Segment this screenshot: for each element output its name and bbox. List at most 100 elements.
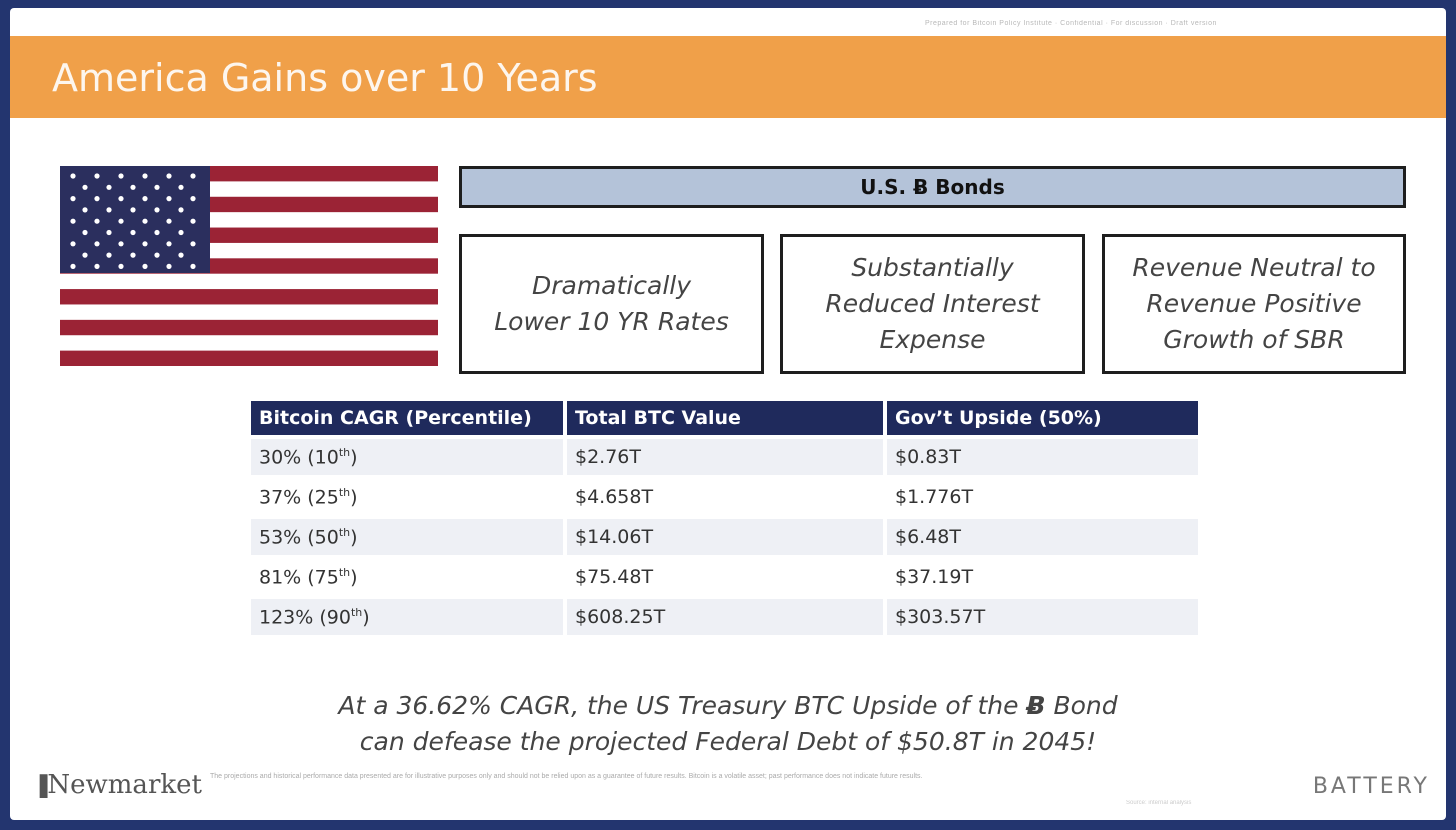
flag-star (118, 263, 124, 269)
flag-star (94, 196, 100, 202)
battery-logo: BATTERY (1312, 774, 1430, 799)
table-row: 123% (90th) $608.25T $303.57T (251, 599, 1198, 635)
cell-total: $2.76T (567, 439, 883, 475)
flag-star (130, 184, 136, 190)
cagr-table: Bitcoin CAGR (Percentile) Total BTC Valu… (247, 397, 1202, 639)
flag-star (190, 241, 196, 247)
benefit-line: Expense (879, 325, 986, 354)
header-cagr: Bitcoin CAGR (Percentile) (251, 401, 563, 435)
flag-star (166, 173, 172, 179)
flag-star (154, 229, 160, 236)
benefit-line: Substantially (851, 253, 1014, 282)
benefit-line: Reduced Interest (825, 289, 1040, 318)
newmarket-mark-icon: ▐ (32, 774, 48, 798)
table-row: 30% (10th) $2.76T $0.83T (251, 439, 1198, 475)
cell-upside: $6.48T (887, 519, 1198, 555)
flag-star (70, 218, 76, 224)
flag-star (154, 252, 160, 258)
flag-star (166, 263, 172, 269)
benefit-line: Growth of SBR (1163, 325, 1345, 354)
flag-star (166, 218, 172, 224)
cell-upside: $37.19T (887, 559, 1198, 595)
flag-star (70, 173, 76, 179)
flag-star (118, 241, 124, 247)
flag-stripe (60, 319, 438, 336)
flag-star (94, 173, 100, 179)
flag-star (82, 184, 88, 190)
conclusion-note: At a 36.62% CAGR, the US Treasury BTC Up… (10, 688, 1446, 760)
cell-cagr: 123% (90th) (251, 599, 563, 635)
flag-star (166, 196, 172, 202)
flag-star (130, 229, 136, 236)
cell-total: $4.658T (567, 479, 883, 515)
bond-symbol: Ƀ (1026, 691, 1046, 720)
cell-upside: $1.776T (887, 479, 1198, 515)
flag-star (154, 184, 160, 190)
cell-cagr: 37% (25th) (251, 479, 563, 515)
cell-cagr: 81% (75th) (251, 559, 563, 595)
cell-total: $14.06T (567, 519, 883, 555)
flag-star (82, 252, 88, 258)
cell-total: $608.25T (567, 599, 883, 635)
flag-star (178, 252, 184, 258)
note-line-2: can defease the projected Federal Debt o… (359, 727, 1097, 756)
cell-total: $75.48T (567, 559, 883, 595)
flag-star (130, 252, 136, 258)
benefit-lower-rates: Dramatically Lower 10 YR Rates (459, 234, 764, 374)
flag-star (142, 173, 148, 179)
disclaimer: The projections and historical performan… (210, 773, 923, 780)
flag-star (190, 218, 196, 224)
flag-star (70, 196, 76, 202)
slide-title: America Gains over 10 Years (52, 56, 598, 100)
flag-star (94, 218, 100, 224)
flag-star (190, 173, 196, 179)
benefit-reduced-interest: Substantially Reduced Interest Expense (780, 234, 1085, 374)
flag-star (142, 218, 148, 224)
flag-star (178, 184, 184, 190)
us-flag-icon (60, 166, 438, 366)
table-row: 37% (25th) $4.658T $1.776T (251, 479, 1198, 515)
flag-star (178, 207, 184, 213)
flag-star (106, 229, 112, 236)
header-total-btc: Total BTC Value (567, 401, 883, 435)
flag-star (106, 252, 112, 258)
flag-star (70, 263, 76, 269)
bottom-fineprint: Source: internal analysis (1126, 800, 1192, 806)
bonds-heading: U.S. Ƀ Bonds (459, 166, 1406, 208)
flag-star (166, 241, 172, 247)
flag-star (118, 173, 124, 179)
slide: Prepared for Bitcoin Policy Institute · … (10, 8, 1446, 820)
flag-star (130, 207, 136, 213)
flag-star (82, 207, 88, 213)
cell-upside: $303.57T (887, 599, 1198, 635)
cell-upside: $0.83T (887, 439, 1198, 475)
flag-star (94, 263, 100, 269)
flag-stripe (60, 289, 438, 305)
cell-cagr: 53% (50th) (251, 519, 563, 555)
flag-star (106, 207, 112, 213)
top-fineprint: Prepared for Bitcoin Policy Institute · … (925, 20, 1217, 27)
flag-star (190, 196, 196, 202)
flag-star (142, 263, 148, 269)
flag-star (190, 263, 196, 269)
flag-star (94, 241, 100, 247)
header-gov-upside: Gov’t Upside (50%) (887, 401, 1198, 435)
flag-star (118, 196, 124, 202)
benefit-revenue-neutral: Revenue Neutral to Revenue Positive Grow… (1102, 234, 1406, 374)
table-row: 53% (50th) $14.06T $6.48T (251, 519, 1198, 555)
benefit-line: Revenue Positive (1146, 289, 1362, 318)
cell-cagr: 30% (10th) (251, 439, 563, 475)
flag-star (70, 241, 76, 247)
flag-star (82, 229, 88, 236)
note-line-1: At a 36.62% CAGR, the US Treasury BTC Up… (338, 691, 1118, 720)
benefit-line: Lower 10 YR Rates (494, 307, 729, 336)
table-header-row: Bitcoin CAGR (Percentile) Total BTC Valu… (251, 401, 1198, 435)
flag-star (154, 207, 160, 213)
flag-star (142, 196, 148, 202)
flag-stripe (60, 350, 438, 366)
newmarket-logo: ▐Newmarket (32, 770, 202, 800)
flag-star (178, 229, 184, 236)
flag-star (118, 218, 124, 224)
title-bar: America Gains over 10 Years (10, 36, 1446, 118)
